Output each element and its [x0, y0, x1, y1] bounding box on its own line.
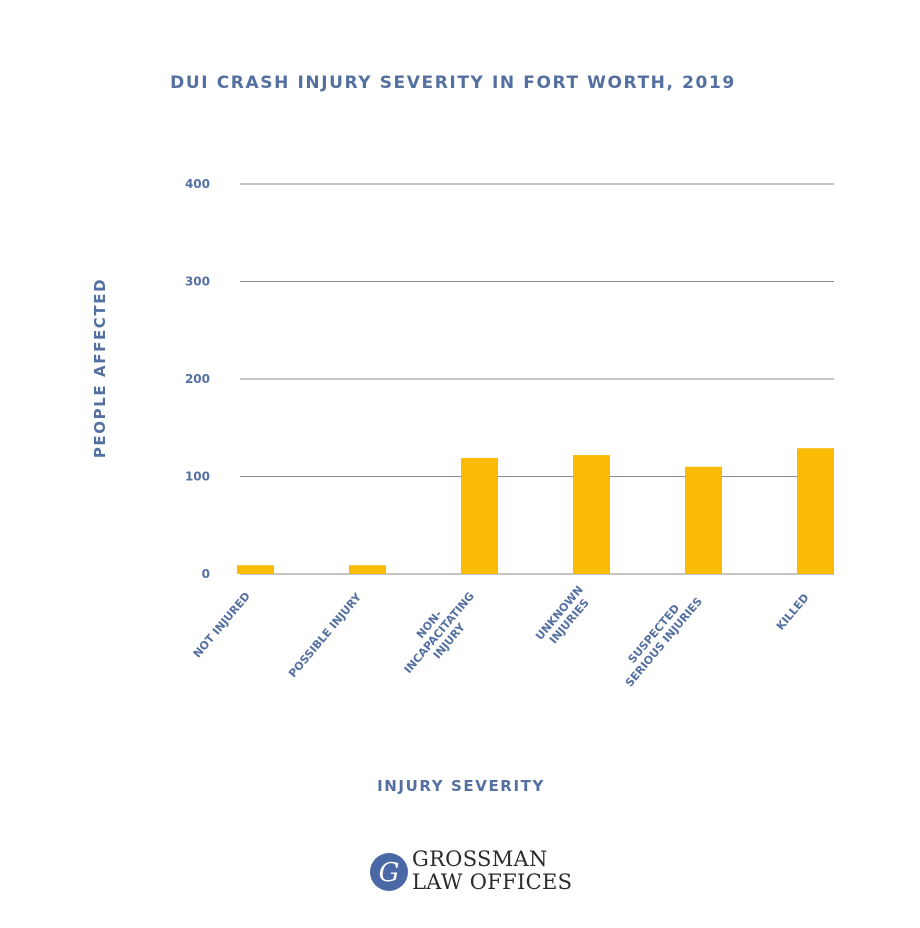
x-category-2: NON-INCAPACITATINGINJURY [392, 581, 487, 684]
logo-mark-icon [370, 853, 408, 891]
chart-title: DUI CRASH INJURY SEVERITY IN FORT WORTH,… [170, 73, 736, 93]
bar-3 [573, 455, 610, 574]
logo-line-1: GROSSMAN [412, 847, 548, 871]
x-axis-categories: NOT INJURED POSSIBLE INJURY NON-INCAPACITA… [191, 581, 812, 690]
bar-4 [685, 466, 722, 574]
y-axis-label: PEOPLE AFFECTED [91, 278, 109, 458]
x-category-0: NOT INJURED [191, 590, 253, 661]
x-axis-label: INJURY SEVERITY [377, 777, 545, 795]
y-tick-0: 0 [202, 567, 210, 581]
bar-0 [237, 565, 274, 574]
x-category-5: KILLED [774, 591, 812, 633]
bar-1 [349, 565, 386, 574]
logo-line-2: LAW OFFICES [412, 870, 572, 894]
y-axis-ticks: 0 100 200 300 400 [185, 177, 210, 581]
y-tick-100: 100 [185, 470, 210, 484]
x-category-4: SUSPECTEDSERIOUS INJURIES [613, 587, 705, 690]
gridlines [240, 183, 834, 575]
bars [237, 448, 834, 574]
bar-2 [461, 457, 498, 574]
logo-mark-letter: G [379, 858, 400, 888]
y-tick-400: 400 [185, 177, 210, 191]
x-category-4-line-1: SERIOUS INJURIES [623, 595, 705, 689]
x-category-1-line-0: POSSIBLE INJURY [286, 590, 365, 680]
y-tick-300: 300 [185, 275, 210, 289]
logo: G GROSSMAN LAW OFFICES [370, 847, 572, 894]
x-category-5-line-0: KILLED [774, 591, 812, 633]
bar-5 [797, 448, 834, 574]
x-category-1: POSSIBLE INJURY [286, 590, 365, 680]
y-tick-200: 200 [185, 372, 210, 386]
x-category-0-line-0: NOT INJURED [191, 590, 253, 661]
x-category-3: UNKNOWNINJURIES [533, 583, 596, 651]
